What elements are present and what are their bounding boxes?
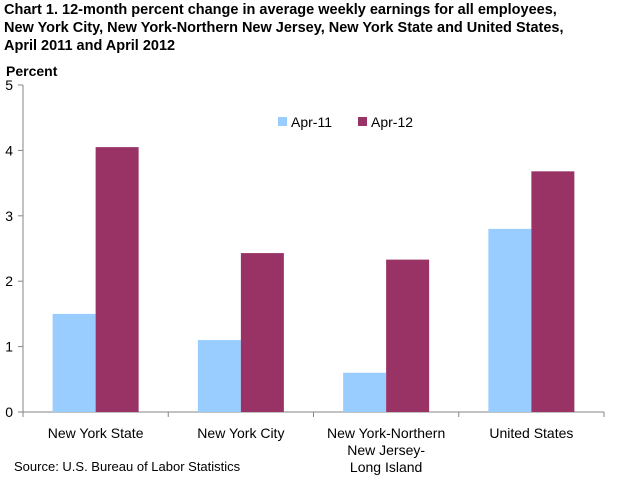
source-note: Source: U.S. Bureau of Labor Statistics bbox=[14, 459, 241, 474]
x-tick-label-2: New York-Northern New Jersey-Long Island bbox=[327, 425, 445, 475]
chart-title-line-2: New York City, New York-Northern New Jer… bbox=[4, 20, 564, 36]
legend-label-apr-12: Apr-12 bbox=[371, 114, 413, 130]
chart-title-line-3: April 2011 and April 2012 bbox=[4, 38, 176, 54]
y-tick-label-0: 0 bbox=[5, 404, 13, 420]
bar-apr-12-2 bbox=[386, 259, 430, 412]
legend-swatch-apr-11 bbox=[278, 117, 287, 126]
legend-label-apr-11: Apr-11 bbox=[291, 114, 332, 130]
x-tick-label-1: New York City bbox=[197, 425, 284, 441]
y-tick-label-1: 1 bbox=[5, 339, 13, 355]
bar-apr-12-1 bbox=[240, 253, 284, 412]
y-axis-label: Percent bbox=[6, 63, 58, 79]
y-tick-label-4: 4 bbox=[5, 142, 13, 158]
x-tick-label-3-line-0: United States bbox=[489, 425, 573, 441]
bar-apr-11-2 bbox=[343, 372, 387, 412]
y-tick-label-2: 2 bbox=[5, 273, 13, 289]
chart-title-line-1: Chart 1. 12-month percent change in aver… bbox=[4, 2, 557, 18]
x-tick-label-2-line-1: New Jersey- bbox=[347, 442, 425, 458]
chart-title: Chart 1. 12-month percent change in aver… bbox=[4, 1, 618, 55]
x-tick-label-2-line-0: New York-Northern bbox=[327, 425, 445, 441]
x-tick-label-0-line-0: New York State bbox=[48, 425, 144, 441]
x-tick-label-0: New York State bbox=[48, 425, 144, 441]
x-tick-label-3: United States bbox=[489, 425, 573, 441]
bar-apr-11-0 bbox=[52, 313, 96, 412]
x-tick-label-1-line-0: New York City bbox=[197, 425, 284, 441]
bar-apr-11-1 bbox=[197, 340, 241, 412]
x-tick-label-2-line-2: Long Island bbox=[350, 459, 422, 475]
bar-apr-11-3 bbox=[488, 228, 532, 412]
y-tick-label-3: 3 bbox=[5, 208, 13, 224]
bar-apr-12-3 bbox=[531, 171, 575, 412]
y-tick-label-5: 5 bbox=[5, 77, 13, 93]
legend-swatch-apr-12 bbox=[358, 117, 367, 126]
bar-apr-12-0 bbox=[95, 147, 139, 412]
